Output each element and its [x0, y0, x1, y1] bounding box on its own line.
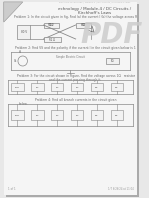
Text: echnology / Module-4 / DC Circuits /: echnology / Module-4 / DC Circuits / [58, 7, 131, 11]
Text: 10Ω: 10Ω [15, 114, 20, 115]
Bar [71, 83, 83, 91]
Bar [51, 110, 63, 120]
Text: Problem 1: In the circuit given in fig, Find (a) the current I (b) the voltage a: Problem 1: In the circuit given in fig, … [14, 15, 137, 19]
Text: 1Ω: 1Ω [56, 114, 59, 115]
Bar [91, 83, 103, 91]
Text: 5Ω: 5Ω [36, 87, 39, 88]
Bar [11, 83, 24, 91]
Text: Problem 3: For the circuit shown in Figure, Find the voltage across 1Ω   resisto: Problem 3: For the circuit shown in Figu… [17, 74, 135, 78]
Bar [31, 83, 44, 91]
Text: Vs: Vs [14, 59, 18, 63]
Text: 5Ω: 5Ω [111, 59, 114, 63]
Bar [111, 83, 123, 91]
Text: 1 of 1: 1 of 1 [8, 187, 15, 191]
Text: Simple Electric Circuit: Simple Electric Circuit [56, 55, 85, 59]
Text: 6Ω: 6Ω [115, 87, 118, 88]
Text: 10Ω: 10Ω [49, 23, 54, 27]
Text: R1 2: R1 2 [48, 23, 54, 27]
Polygon shape [4, 2, 23, 22]
Text: 6Ω: 6Ω [115, 114, 118, 115]
Text: 2Ω: 2Ω [75, 114, 79, 115]
Text: 5Ω: 5Ω [82, 23, 85, 27]
Text: Kirchhoff's Laws: Kirchhoff's Laws [78, 10, 111, 14]
Text: 3Ω: 3Ω [95, 114, 99, 115]
Text: 5Ω: 5Ω [36, 114, 39, 115]
Text: 10Ω: 10Ω [15, 87, 20, 88]
Text: Problem 2: Find VS and the polarity if the current I in the circuit given below : Problem 2: Find VS and the polarity if t… [15, 46, 136, 50]
Bar [91, 110, 103, 120]
Text: 6 Ω: 6 Ω [81, 23, 85, 27]
Text: 1Ω: 1Ω [56, 87, 59, 88]
Bar [17, 25, 30, 39]
Bar [71, 110, 83, 120]
Text: 2Ω: 2Ω [75, 87, 79, 88]
Text: R2 Ω: R2 Ω [49, 37, 55, 42]
Bar [44, 37, 60, 42]
Bar [11, 110, 24, 120]
Text: Problem 4: Find all branch currents in the circuit given: Problem 4: Find all branch currents in t… [35, 98, 116, 102]
Text: and the current passing through it.: and the current passing through it. [49, 77, 102, 82]
Bar [31, 110, 44, 120]
Polygon shape [4, 2, 23, 22]
Bar [44, 23, 59, 28]
Text: 1/7 6/26/24 at 11:04: 1/7 6/26/24 at 11:04 [108, 187, 133, 191]
Bar [51, 83, 63, 91]
Bar [111, 110, 123, 120]
Text: A.: A. [19, 50, 22, 53]
Text: Electrical Technology / Module-4 / DC Circuits / Kirchhoff's Laws: Electrical Technology / Module-4 / DC Ci… [59, 2, 130, 3]
Text: below.: below. [19, 102, 29, 106]
Bar [76, 23, 91, 28]
Text: 3Ω: 3Ω [95, 87, 99, 88]
Text: PDF: PDF [80, 21, 143, 49]
Bar [106, 58, 119, 64]
Polygon shape [4, 2, 23, 22]
Text: 80 V: 80 V [21, 30, 27, 34]
